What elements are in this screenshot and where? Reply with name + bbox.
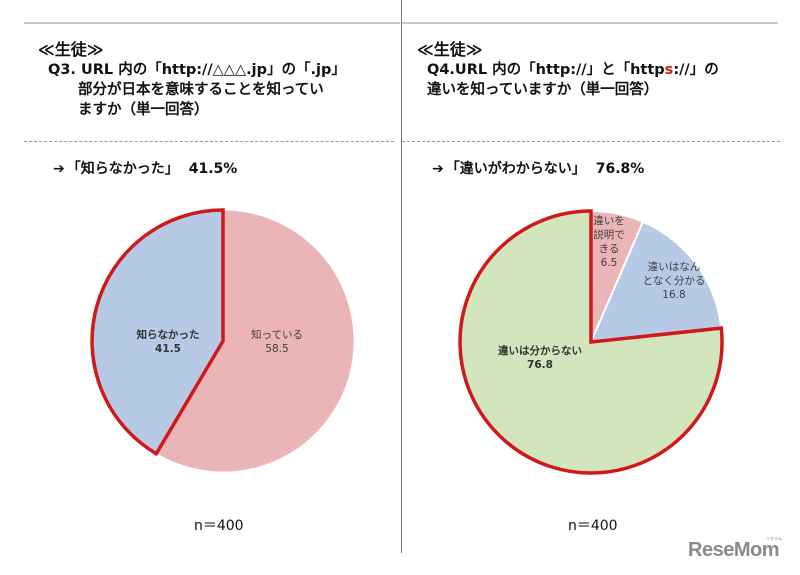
- top-rule-left: [24, 22, 400, 24]
- q3-slice-did-not-know: [90, 208, 225, 457]
- q3-question-line3: ますか（単一回答）: [78, 102, 209, 118]
- q4-pie-chart: [458, 209, 724, 475]
- top-rule-right: [402, 22, 778, 24]
- q3-highlight-pct: 41.5%: [188, 161, 238, 177]
- dashed-separator-right: [402, 141, 780, 142]
- q3-question-line2: 部分が日本を意味することを知ってい: [78, 82, 324, 98]
- resemom-logo-kana: リセマム: [766, 536, 782, 541]
- q4-highlight-text: 「違いがわからない」: [445, 161, 586, 177]
- respondent-group-label: ≪生徒≫: [417, 40, 483, 59]
- panel-divider: [401, 0, 402, 553]
- q3-question-line1: Q3. URL 内の「http://△△△.jp」の「.jp」: [48, 62, 346, 78]
- q3-slice-know: [155, 209, 355, 473]
- q3-highlight: ➔ 「知らなかった」 41.5%: [53, 158, 237, 178]
- respondent-group-label: ≪生徒≫: [38, 40, 104, 59]
- slice-name-line: 違いはなん: [647, 261, 701, 273]
- q4-panel: ≪生徒≫ Q4.URL 内の「http://」と「https://」の 違いを知…: [402, 0, 800, 575]
- q4-question-line1: Q4.URL 内の「http://」と「https://」の: [427, 62, 719, 78]
- slice-name-line: きる: [598, 243, 620, 255]
- q4-sample-size: n＝400: [568, 518, 618, 534]
- q4-question-line2: 違いを知っていますか（単一回答）: [427, 82, 659, 98]
- q4-highlight-pct: 76.8%: [595, 161, 645, 177]
- slice-value: 41.5: [155, 343, 181, 355]
- slice-name: 知らなかった: [136, 329, 200, 341]
- slice-name-line: 説明で: [593, 229, 625, 241]
- q3-highlight-text: 「知らなかった」: [66, 161, 179, 177]
- slice-value: 58.5: [265, 343, 289, 355]
- q3-sample-size: n＝400: [194, 518, 244, 534]
- slice-name-line: 違いを: [593, 215, 625, 227]
- q4-question-part-a: Q4.URL 内の「http://」と「http: [427, 62, 665, 78]
- q4-slice-label-do-not-know: 違いは分からない 76.8: [480, 344, 600, 372]
- q4-slice-do-not-know: [458, 209, 724, 475]
- slice-name: 違いは分からない: [498, 345, 582, 357]
- q4-slice-label-can-explain: 違いを 説明で きる 6.5: [591, 214, 627, 270]
- q4-highlight: ➔ 「違いがわからない」 76.8%: [432, 158, 644, 178]
- q3-question: Q3. URL 内の「http://△△△.jp」の「.jp」 部分が日本を意味…: [48, 60, 388, 120]
- slice-name-line: となく分かる: [642, 275, 706, 287]
- q4-slice-somewhat-know: [589, 220, 723, 344]
- slice-value: 16.8: [662, 289, 686, 301]
- q4-question-part-b: ://」の: [673, 62, 719, 78]
- slice-value: 76.8: [527, 359, 553, 371]
- arrow-right-icon: ➔: [432, 161, 444, 177]
- arrow-right-icon: ➔: [53, 161, 65, 177]
- q4-question-accent-s: s: [664, 62, 674, 78]
- q3-pie-chart: [90, 208, 355, 473]
- q4-question: Q4.URL 内の「http://」と「https://」の 違いを知っています…: [427, 60, 787, 100]
- q3-slice-label-did-not-know: 知らなかった 41.5: [118, 328, 218, 356]
- q3-slice-label-know: 知っている 58.5: [232, 328, 322, 356]
- q4-slice-label-somewhat-know: 違いはなん となく分かる 16.8: [634, 260, 714, 302]
- resemom-logo: ReseMom: [688, 539, 779, 561]
- slice-value: 6.5: [600, 257, 618, 269]
- slice-name: 知っている: [251, 329, 303, 341]
- q3-panel: ≪生徒≫ Q3. URL 内の「http://△△△.jp」の「.jp」 部分が…: [38, 40, 388, 534]
- dashed-separator-left: [24, 141, 394, 142]
